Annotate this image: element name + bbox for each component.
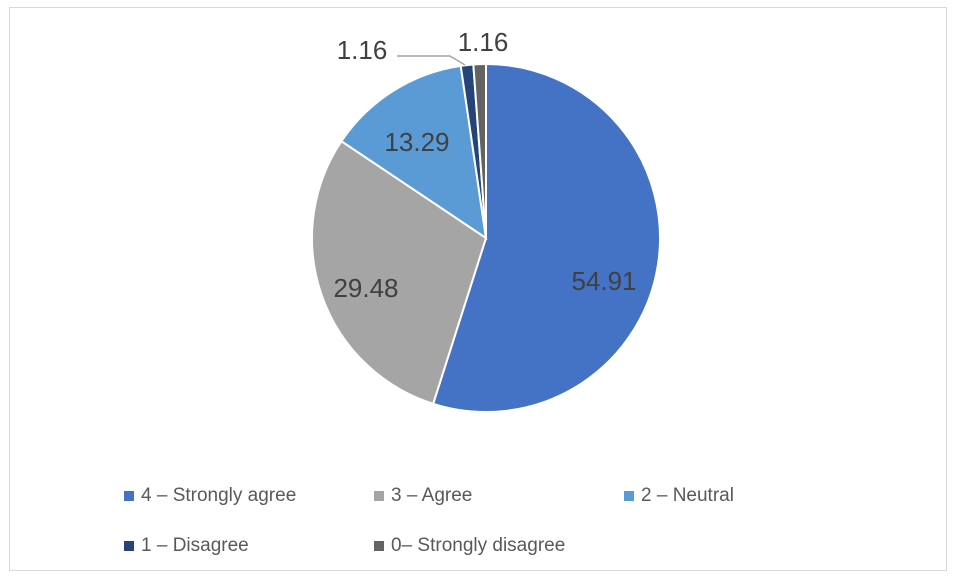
leader-lines bbox=[397, 55, 466, 66]
legend-swatch bbox=[374, 541, 384, 551]
legend-label: 2 – Neutral bbox=[641, 485, 734, 506]
label-agree: 29.48 bbox=[333, 273, 398, 303]
legend-swatch bbox=[124, 541, 134, 551]
legend-swatch bbox=[124, 491, 134, 501]
legend-item-strongly-disagree: 0– Strongly disagree bbox=[374, 535, 565, 557]
legend-swatch bbox=[624, 491, 634, 501]
legend-item-disagree: 1 – Disagree bbox=[124, 535, 249, 557]
legend-item-neutral: 2 – Neutral bbox=[624, 485, 734, 507]
leader-line-disagree bbox=[397, 55, 466, 66]
slice-neutral bbox=[340, 64, 488, 241]
legend-item-strongly-agree: 4 – Strongly agree bbox=[124, 485, 296, 507]
legend-label: 4 – Strongly agree bbox=[141, 485, 297, 506]
legend-label: 3 – Agree bbox=[391, 485, 473, 506]
legend-label: 0– Strongly disagree bbox=[391, 535, 566, 556]
legend-label: 1 – Disagree bbox=[141, 535, 249, 556]
label-neutral: 13.29 bbox=[384, 127, 449, 157]
data-labels: 54.91 29.48 13.29 1.16 1.16 bbox=[333, 27, 636, 303]
label-strongly-agree: 54.91 bbox=[571, 266, 636, 296]
slice-strongly-agree bbox=[431, 62, 662, 413]
pie-slices bbox=[311, 62, 662, 413]
label-strongly-disagree: 1.16 bbox=[458, 27, 509, 57]
label-disagree: 1.16 bbox=[337, 35, 388, 65]
legend-item-agree: 3 – Agree bbox=[374, 485, 472, 507]
slice-agree bbox=[311, 139, 488, 406]
legend-swatch bbox=[374, 491, 384, 501]
slice-strongly-disagree bbox=[472, 62, 487, 239]
